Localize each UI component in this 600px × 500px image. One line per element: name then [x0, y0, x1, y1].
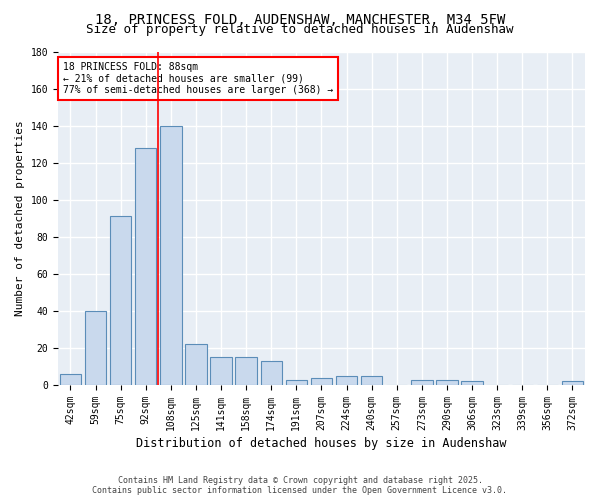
Text: Size of property relative to detached houses in Audenshaw: Size of property relative to detached ho…	[86, 22, 514, 36]
Bar	[135, 148, 157, 385]
Bar	[461, 382, 483, 385]
X-axis label: Distribution of detached houses by size in Audenshaw: Distribution of detached houses by size …	[136, 437, 507, 450]
Bar	[562, 382, 583, 385]
Bar	[235, 358, 257, 385]
Bar	[436, 380, 458, 385]
Bar	[185, 344, 206, 385]
Bar	[60, 374, 81, 385]
Y-axis label: Number of detached properties: Number of detached properties	[15, 120, 25, 316]
Bar	[260, 361, 282, 385]
Bar	[85, 311, 106, 385]
Text: Contains HM Land Registry data © Crown copyright and database right 2025.
Contai: Contains HM Land Registry data © Crown c…	[92, 476, 508, 495]
Bar	[110, 216, 131, 385]
Bar	[311, 378, 332, 385]
Bar	[211, 358, 232, 385]
Bar	[361, 376, 382, 385]
Bar	[336, 376, 357, 385]
Bar	[411, 380, 433, 385]
Bar	[286, 380, 307, 385]
Text: 18 PRINCESS FOLD: 88sqm
← 21% of detached houses are smaller (99)
77% of semi-de: 18 PRINCESS FOLD: 88sqm ← 21% of detache…	[63, 62, 334, 94]
Text: 18, PRINCESS FOLD, AUDENSHAW, MANCHESTER, M34 5FW: 18, PRINCESS FOLD, AUDENSHAW, MANCHESTER…	[95, 12, 505, 26]
Bar	[160, 126, 182, 385]
